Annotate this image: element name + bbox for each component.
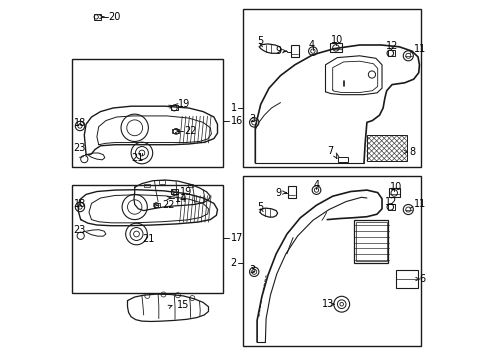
Bar bbox=[144, 184, 150, 187]
Bar bbox=[395, 270, 417, 288]
Text: 12: 12 bbox=[385, 41, 397, 51]
Bar bbox=[94, 14, 101, 20]
Text: 11: 11 bbox=[413, 199, 425, 210]
Text: 22: 22 bbox=[183, 126, 196, 136]
Text: 19: 19 bbox=[178, 99, 190, 109]
Bar bbox=[242, 176, 420, 346]
Bar bbox=[387, 50, 394, 56]
Text: 12: 12 bbox=[384, 197, 396, 207]
Bar bbox=[170, 189, 178, 194]
Text: 9: 9 bbox=[275, 188, 282, 198]
Bar bbox=[187, 184, 193, 187]
Text: 5: 5 bbox=[257, 36, 263, 46]
Bar bbox=[159, 180, 164, 184]
Text: 20: 20 bbox=[108, 12, 121, 22]
Bar bbox=[172, 129, 179, 133]
Text: 11: 11 bbox=[413, 44, 425, 54]
Text: 4: 4 bbox=[313, 180, 319, 190]
Text: 14: 14 bbox=[175, 194, 187, 204]
Text: 9: 9 bbox=[275, 46, 282, 56]
Text: 17: 17 bbox=[230, 233, 243, 243]
Bar bbox=[366, 135, 406, 161]
Text: 16: 16 bbox=[230, 116, 243, 126]
Bar bbox=[287, 186, 295, 198]
Text: 5: 5 bbox=[257, 202, 263, 212]
Text: 3: 3 bbox=[249, 265, 255, 275]
Text: 10: 10 bbox=[330, 35, 342, 45]
Text: 2: 2 bbox=[230, 258, 236, 268]
Bar bbox=[290, 45, 298, 57]
Bar bbox=[337, 157, 347, 162]
Bar bbox=[153, 203, 159, 207]
Text: 8: 8 bbox=[408, 147, 415, 157]
Bar bbox=[355, 222, 386, 261]
Text: 22: 22 bbox=[162, 200, 175, 210]
Bar bbox=[242, 9, 420, 167]
Text: 21: 21 bbox=[142, 234, 154, 244]
Text: 18: 18 bbox=[73, 199, 85, 210]
Bar bbox=[354, 220, 387, 263]
Text: 21: 21 bbox=[131, 153, 143, 163]
Text: 10: 10 bbox=[389, 182, 401, 192]
Text: 3: 3 bbox=[249, 114, 255, 124]
Bar bbox=[329, 43, 341, 52]
Text: 1: 1 bbox=[230, 103, 236, 113]
Bar bbox=[72, 59, 223, 167]
Bar bbox=[170, 105, 178, 110]
Text: 15: 15 bbox=[177, 300, 189, 310]
Bar bbox=[72, 185, 223, 293]
Text: 23: 23 bbox=[73, 225, 86, 235]
Bar bbox=[387, 204, 394, 210]
Text: 23: 23 bbox=[73, 143, 86, 153]
Text: 18: 18 bbox=[73, 118, 85, 128]
Text: 19: 19 bbox=[179, 186, 192, 197]
Bar bbox=[387, 188, 399, 197]
Text: 6: 6 bbox=[418, 274, 425, 284]
Text: 7: 7 bbox=[327, 146, 333, 156]
Text: 13: 13 bbox=[321, 299, 333, 309]
Text: 4: 4 bbox=[308, 40, 314, 50]
